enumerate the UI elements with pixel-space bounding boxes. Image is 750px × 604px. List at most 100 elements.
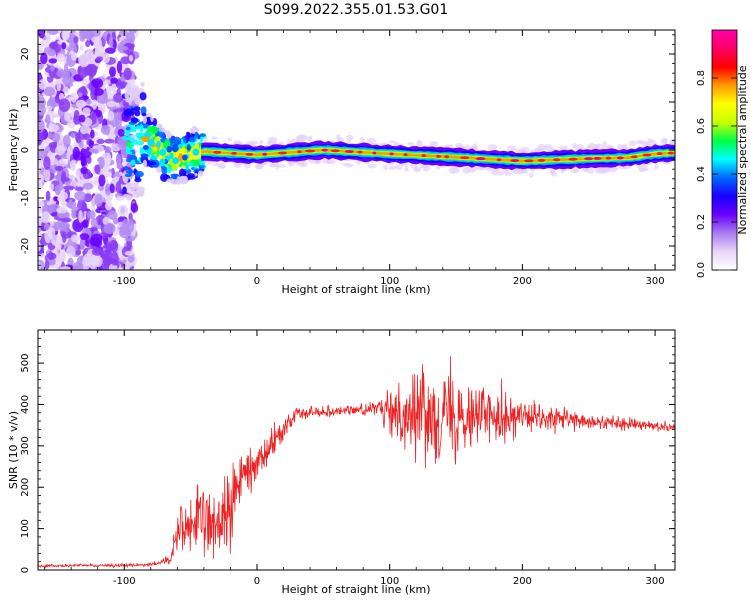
spectrogram-peak — [297, 150, 302, 154]
spectrogram-cell — [166, 166, 172, 174]
spectrogram-cell — [38, 173, 45, 184]
y-tick-label: 500 — [20, 354, 31, 373]
spectrogram-cell — [150, 155, 157, 160]
spectrogram-cell — [113, 92, 124, 103]
colorbar-tick-label: 0.8 — [696, 70, 707, 86]
spectrogram-cell — [131, 137, 135, 147]
spectrogram-cell — [103, 138, 115, 144]
spectrogram-cell — [90, 233, 103, 245]
spectrogram-cell — [124, 173, 132, 178]
spectrogram-cell — [170, 173, 180, 178]
spectrogram-cell — [38, 30, 46, 39]
spectrogram-cell — [122, 136, 128, 141]
spectrogram-cell — [160, 173, 169, 182]
spectrogram-cell — [130, 117, 139, 123]
spectrogram-cell — [278, 164, 286, 168]
spectrogram-cell — [46, 252, 57, 260]
spectrogram-cell — [186, 131, 191, 136]
spectrogram-cell — [132, 92, 137, 99]
spectrogram-cell — [507, 145, 517, 152]
spectrogram-cell — [141, 112, 147, 117]
spectrogram-cell — [91, 99, 98, 110]
spectrogram-cell — [75, 99, 86, 109]
spectrogram-cell — [550, 171, 558, 177]
spectrogram-cell — [143, 132, 152, 138]
spectrogram-peak — [277, 151, 287, 155]
spectrogram-cell — [82, 219, 89, 229]
spectrogram-cell — [82, 182, 94, 190]
spectrogram-cell — [79, 233, 90, 241]
spectrogram-cell — [43, 223, 50, 231]
spectrogram-cell — [115, 116, 122, 130]
spectrogram-cell — [51, 132, 61, 143]
spectrogram-cell — [45, 190, 51, 201]
spectrogram-cell — [308, 135, 313, 140]
spectrogram-cell — [92, 179, 100, 186]
spectrogram-cell — [59, 266, 71, 270]
spectrogram-cell — [83, 133, 91, 140]
spectrogram-cell — [81, 202, 88, 213]
spectrogram-cell — [54, 165, 64, 172]
spectrogram-cell — [48, 122, 54, 133]
spectrogram-cell — [128, 54, 134, 62]
spectrogram-cell — [79, 44, 84, 51]
spectrogram-cell — [101, 249, 113, 261]
spectrogram-cell — [108, 66, 116, 77]
spectrogram-cell — [559, 145, 569, 150]
spectrogram-cell — [117, 81, 129, 88]
spectrogram-cell — [170, 179, 179, 185]
snr-y-axis: 0 100 200 300 400 500 — [20, 329, 675, 573]
snr-y-label: SNR (10 * v/v) — [7, 411, 20, 489]
spectrogram-peak — [421, 154, 427, 158]
spectrogram-cell — [435, 166, 441, 170]
spectrogram-cell — [117, 128, 125, 137]
spectrogram-peak — [605, 156, 612, 160]
spectrogram-cell — [140, 153, 149, 158]
spectrogram-cell — [269, 163, 277, 168]
y-tick-label: 0 — [20, 567, 31, 573]
spectrogram-cell — [77, 92, 83, 98]
spectrogram-cell — [56, 78, 62, 92]
spectrogram-cell — [528, 172, 534, 178]
spectrogram-cell — [88, 139, 94, 149]
spectrogram-cell — [130, 107, 135, 117]
spectrogram-cell — [166, 145, 173, 153]
spectrogram-cell — [203, 137, 209, 143]
spectrogram-cell — [182, 154, 188, 161]
spectrogram-cell — [124, 266, 130, 270]
spectrogram-cell — [61, 217, 72, 223]
spectrogram-cell — [120, 56, 131, 65]
spectrogram-cell — [117, 204, 129, 217]
spectrogram-cell — [171, 163, 177, 171]
spectrogram-cell — [74, 190, 86, 201]
colorbar-tick-label: 0.2 — [696, 214, 707, 230]
spectrogram-cell — [104, 183, 112, 196]
spectrogram-cell — [38, 119, 45, 133]
spectrogram-peak — [475, 157, 486, 161]
spectrogram-cell — [86, 98, 92, 105]
spectrogram-cell — [198, 170, 204, 177]
spectrogram-cell — [40, 52, 48, 65]
spectrogram-cell — [48, 42, 59, 50]
spectrogram-peak — [444, 155, 450, 159]
spectrogram-cell — [74, 182, 84, 187]
spectrogram-cell — [594, 167, 603, 174]
spectrogram-cell — [192, 148, 200, 156]
spectrogram-cell — [259, 139, 264, 145]
spectrogram-peak — [403, 153, 408, 157]
spectrogram-cell — [150, 116, 154, 122]
spectrogram-cell — [587, 168, 595, 174]
colorbar-label: Normalized spectral amplitude — [736, 65, 749, 234]
spectrogram-cell — [139, 124, 144, 133]
spectrogram-cell — [218, 163, 227, 169]
spectrogram-cell — [77, 65, 82, 74]
spectrogram-peak — [510, 159, 520, 163]
x-tick-label: -100 — [113, 576, 136, 587]
spectrogram-cell — [95, 110, 103, 118]
spectrogram-cell — [122, 194, 130, 199]
spectrogram-peak — [584, 157, 593, 161]
spectrogram-cell — [46, 226, 56, 238]
spectrogram-cell — [68, 198, 73, 209]
